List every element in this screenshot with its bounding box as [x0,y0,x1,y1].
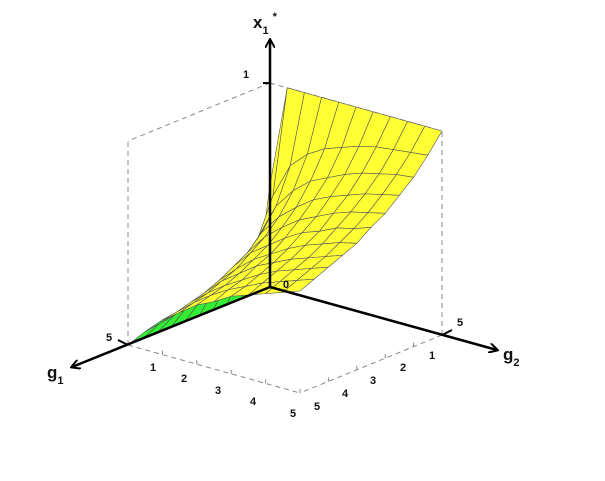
surface-mesh [127,87,443,346]
z-axis-label: x1* [253,11,278,37]
z-tick-0: 0 [283,279,289,291]
g1-axis-end-tick: 5 [106,332,112,344]
g2-tick-5: 5 [314,401,320,413]
g1-tick-4: 4 [250,396,257,408]
g1-tick-1: 1 [150,362,156,374]
axes [72,40,497,367]
g1-axis-label: g1 [47,363,64,387]
g1-end-tick-mark [117,339,129,346]
box-edge-front-g2 [299,334,443,394]
g2-axis [269,285,497,350]
g2-end-tick-mark [441,329,453,336]
box-edge-front-g1 [127,344,301,394]
g1-tick-2: 2 [181,373,187,385]
z-tick-1: 1 [243,69,249,81]
g1-tick-5: 5 [290,408,296,420]
box-edge-top-g1 [127,82,271,142]
g1-tick-3: 3 [215,385,221,397]
g2-tick-4: 4 [342,388,349,400]
labels: x1* g1 g2 1 0 5 5 1 2 3 4 5 1 2 3 4 5 [47,11,520,420]
g2-tick-3: 3 [370,375,376,387]
g2-axis-label: g2 [503,345,520,369]
g2-tick-2: 2 [400,362,406,374]
surface-patch [281,278,316,293]
g2-tick-1: 1 [429,350,435,362]
g1-axis [72,285,271,367]
g2-axis-end-tick: 5 [457,317,463,329]
